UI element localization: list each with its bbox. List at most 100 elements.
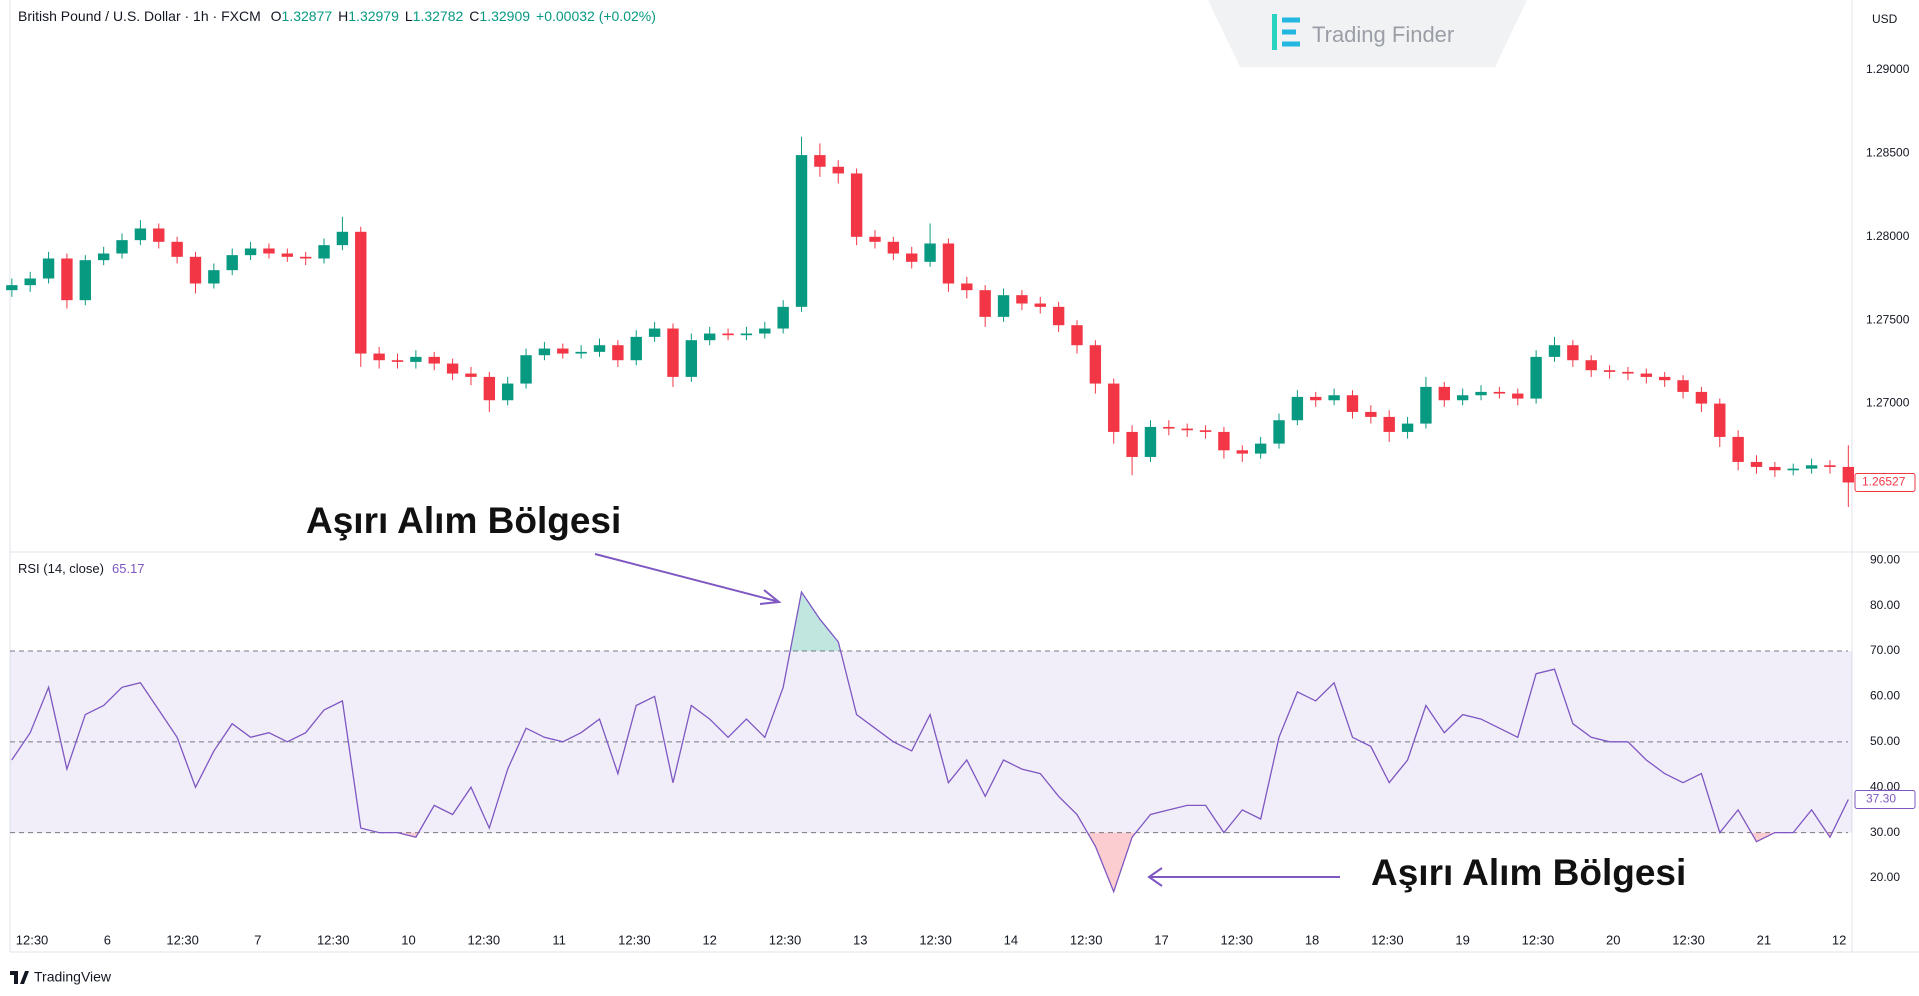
candle-body xyxy=(1089,345,1102,384)
candle-body xyxy=(1218,431,1230,451)
candle-body xyxy=(612,345,624,361)
x-tick-label: 12 xyxy=(702,932,716,947)
candle-body xyxy=(1456,395,1469,401)
candle-body xyxy=(1365,411,1377,417)
candle-body xyxy=(538,348,551,356)
candle-body xyxy=(814,155,826,167)
x-tick-label: 21 xyxy=(1757,932,1771,947)
watermark-tab xyxy=(1208,0,1527,67)
last-price-box xyxy=(1854,472,1916,492)
candle-body xyxy=(1236,450,1248,454)
candle-body xyxy=(428,356,440,364)
candle-body xyxy=(704,333,716,341)
x-tick-label: 12:30 xyxy=(618,932,651,947)
y-tick-label: 1.28000 xyxy=(1866,229,1910,243)
candle-body xyxy=(355,231,367,354)
candle-body xyxy=(1585,360,1597,371)
candle-body xyxy=(1052,306,1065,326)
candle-body xyxy=(1677,380,1689,392)
candle-body xyxy=(648,328,661,337)
candle-body xyxy=(997,295,1010,317)
candle-body xyxy=(1199,430,1212,432)
x-tick-label: 13 xyxy=(853,932,867,947)
candle-body xyxy=(850,173,863,237)
rsi-header: RSI (14, close) 65.17 xyxy=(18,561,145,576)
candle-body xyxy=(1567,345,1579,361)
candle-body xyxy=(336,231,349,246)
x-tick-label: 12:30 xyxy=(1221,932,1254,947)
ohlc-key: C xyxy=(469,8,480,24)
footer-brand: TradingView xyxy=(34,969,112,985)
x-tick-label: 7 xyxy=(254,932,261,947)
candle-body xyxy=(1750,461,1763,467)
candle-body xyxy=(1163,426,1175,429)
x-tick-label: 10 xyxy=(401,932,415,947)
candle-body xyxy=(979,290,991,317)
candle-body xyxy=(189,256,202,284)
ohlc-key: H xyxy=(338,8,349,24)
candle-body xyxy=(961,283,973,291)
x-tick-label: 12:30 xyxy=(1522,932,1555,947)
candle-body xyxy=(42,258,55,279)
candle-body xyxy=(1475,391,1487,396)
candle-body xyxy=(740,333,753,336)
candle-body xyxy=(557,348,569,354)
rsi-reading: 65.17 xyxy=(111,561,145,576)
x-tick-label: 12:30 xyxy=(769,932,802,947)
candle-body xyxy=(869,236,881,242)
ohlc-key: O xyxy=(270,8,282,24)
y-tick-label: 70.00 xyxy=(1870,643,1900,657)
candle-body xyxy=(1622,371,1634,374)
candle-body xyxy=(299,256,312,259)
rsi-last-label: 37.30 xyxy=(1866,792,1896,806)
rsi-pane: 20.00 30.00 40.00 50.00 60.00 70.00 80.00 90.00… xyxy=(10,552,1916,894)
candle-body xyxy=(391,360,404,362)
candle-body xyxy=(1144,426,1157,457)
ohlc-key: L xyxy=(404,8,413,24)
ohlc-value: 1.32782 xyxy=(412,8,464,24)
watermark-text: Trading Finder xyxy=(1312,22,1454,47)
annotation-1: Aşırı Alım Bölgesi xyxy=(306,500,782,605)
candle-body xyxy=(1824,465,1836,467)
candle-body xyxy=(61,258,73,301)
candle-body xyxy=(777,306,789,329)
candle-body xyxy=(79,260,91,301)
y-tick-label: 1.29000 xyxy=(1866,62,1910,76)
x-tick-label: 20 xyxy=(1606,932,1620,947)
candle-body xyxy=(281,253,294,257)
candle-body xyxy=(1310,396,1322,401)
candle-body xyxy=(906,253,918,262)
x-tick-label: 6 xyxy=(104,932,111,947)
candle-body xyxy=(171,241,183,257)
candle-body xyxy=(1254,443,1267,454)
annotation-text: Aşırı Alım Bölgesi xyxy=(1371,852,1686,893)
candle-body xyxy=(116,240,128,254)
candle-body xyxy=(1071,325,1083,346)
y-tick-label: 80.00 xyxy=(1870,598,1900,612)
candle-body xyxy=(373,353,385,361)
candle-body xyxy=(1548,345,1561,357)
candle-body xyxy=(6,285,18,291)
candle-body xyxy=(1016,295,1028,304)
candle-body xyxy=(1126,431,1138,457)
candle-body xyxy=(1714,403,1726,437)
candle-body xyxy=(1603,370,1616,372)
candle-body xyxy=(1640,373,1653,377)
candle-body xyxy=(1346,395,1359,412)
annotation-text: Aşırı Alım Bölgesi xyxy=(306,500,621,541)
y-tick-label: 1.28500 xyxy=(1866,146,1910,160)
y-tick-label: 50.00 xyxy=(1870,734,1900,748)
x-tick-label: 17 xyxy=(1154,932,1168,947)
footer-logo xyxy=(10,971,29,984)
currency-label: USD xyxy=(1872,12,1898,26)
candle-body xyxy=(153,228,165,242)
y-tick-label: 60.00 xyxy=(1870,689,1900,703)
x-tick-label: 12:30 xyxy=(919,932,952,947)
y-tick-label: 40.00 xyxy=(1870,779,1900,793)
arrow-head xyxy=(759,589,782,605)
x-tick-label: 19 xyxy=(1455,932,1469,947)
candle-body xyxy=(483,376,496,401)
candle-body xyxy=(226,255,238,271)
rsi-line xyxy=(11,590,1849,894)
candle-body xyxy=(97,253,110,261)
